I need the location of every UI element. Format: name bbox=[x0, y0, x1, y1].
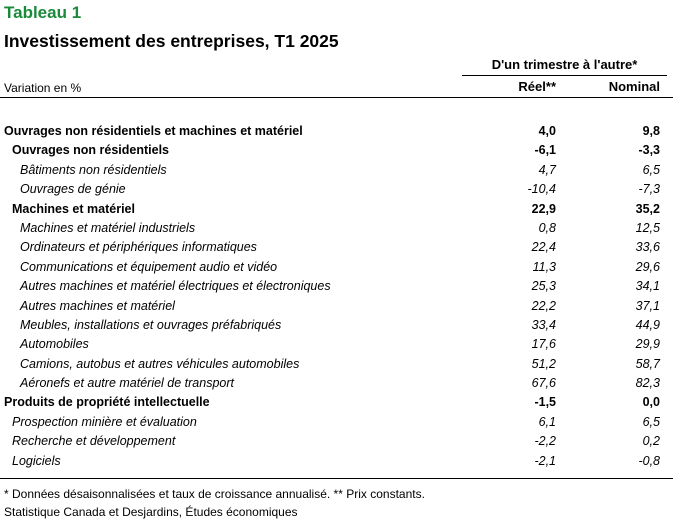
table-title: Investissement des entreprises, T1 2025 bbox=[4, 31, 339, 51]
table-row: Machines et matériel industriels 0,8 12,… bbox=[0, 219, 673, 238]
value-real: -2,2 bbox=[534, 434, 556, 449]
value-real: 51,2 bbox=[531, 356, 556, 371]
column-group-rule bbox=[462, 75, 667, 76]
table-row: Bâtiments non résidentiels 4,7 6,5 bbox=[0, 161, 673, 180]
table-row: Prospection minière et évaluation 6,1 6,… bbox=[0, 413, 673, 432]
header-rule bbox=[0, 97, 673, 98]
table-label: Tableau 1 bbox=[4, 3, 82, 22]
row-label: Meubles, installations et ouvrages préfa… bbox=[20, 317, 282, 332]
value-real: 22,2 bbox=[531, 298, 556, 313]
row-label: Logiciels bbox=[12, 453, 61, 468]
column-header-real: Réel** bbox=[518, 79, 556, 94]
row-label: Ouvrages de génie bbox=[20, 182, 126, 197]
value-real: 67,6 bbox=[531, 376, 556, 391]
footer-rule bbox=[0, 478, 673, 479]
value-real: 6,1 bbox=[538, 414, 556, 429]
row-label: Camions, autobus et autres véhicules aut… bbox=[20, 356, 300, 371]
row-label: Autres machines et matériel électriques … bbox=[20, 279, 331, 294]
value-nominal: 34,1 bbox=[635, 279, 660, 294]
value-real: 0,8 bbox=[538, 220, 556, 235]
row-label: Autres machines et matériel bbox=[20, 298, 175, 313]
value-nominal: 6,5 bbox=[642, 414, 660, 429]
table-row: Recherche et développement -2,2 0,2 bbox=[0, 432, 673, 451]
table-row: Communications et équipement audio et vi… bbox=[0, 258, 673, 277]
table-row: Produits de propriété intellectuelle -1,… bbox=[0, 393, 673, 412]
column-header-nominal: Nominal bbox=[608, 79, 660, 94]
source-note: Statistique Canada et Desjardins, Études… bbox=[4, 505, 298, 519]
table-row: Meubles, installations et ouvrages préfa… bbox=[0, 316, 673, 335]
table-row: Automobiles 17,6 29,9 bbox=[0, 335, 673, 354]
value-nominal: 44,9 bbox=[635, 317, 660, 332]
table-row: Autres machines et matériel électriques … bbox=[0, 277, 673, 296]
value-real: 33,4 bbox=[531, 317, 556, 332]
table-row: Ouvrages non résidentiels -6,1 -3,3 bbox=[0, 141, 673, 160]
value-nominal: 0,0 bbox=[642, 395, 660, 410]
value-nominal: -7,3 bbox=[638, 182, 660, 197]
row-label: Prospection minière et évaluation bbox=[12, 414, 197, 429]
value-real: 4,7 bbox=[538, 162, 556, 177]
table-row: Autres machines et matériel 22,2 37,1 bbox=[0, 297, 673, 316]
value-nominal: 82,3 bbox=[635, 376, 660, 391]
table-row: Logiciels -2,1 -0,8 bbox=[0, 452, 673, 471]
value-nominal: -0,8 bbox=[638, 453, 660, 468]
table-row: Aéronefs et autre matériel de transport … bbox=[0, 374, 673, 393]
unit-label: Variation en % bbox=[4, 81, 82, 95]
row-label: Ordinateurs et périphériques informatiqu… bbox=[20, 240, 257, 255]
value-nominal: 35,2 bbox=[635, 201, 660, 216]
value-real: 4,0 bbox=[538, 124, 556, 138]
footnote: * Données désaisonnalisées et taux de cr… bbox=[4, 487, 425, 501]
row-label: Aéronefs et autre matériel de transport bbox=[20, 376, 235, 391]
value-nominal: 37,1 bbox=[635, 298, 660, 313]
value-real: 11,3 bbox=[532, 259, 556, 274]
row-label: Automobiles bbox=[20, 337, 89, 352]
row-label: Produits de propriété intellectuelle bbox=[4, 395, 210, 410]
row-label: Ouvrages non résidentiels et machines et… bbox=[4, 124, 303, 138]
table-row: Ouvrages de génie -10,4 -7,3 bbox=[0, 180, 673, 199]
value-real: 25,3 bbox=[531, 279, 556, 294]
row-label: Recherche et développement bbox=[12, 434, 176, 449]
value-nominal: 29,6 bbox=[635, 259, 660, 274]
column-group-header: D'un trimestre à l'autre* bbox=[491, 57, 638, 72]
value-real: 17,6 bbox=[531, 337, 556, 352]
table-body: Ouvrages non résidentiels et machines et… bbox=[0, 122, 673, 471]
value-nominal: 33,6 bbox=[635, 240, 660, 255]
table-row: Ouvrages non résidentiels et machines et… bbox=[0, 122, 673, 141]
value-nominal: 9,8 bbox=[642, 124, 660, 138]
value-nominal: 6,5 bbox=[642, 162, 660, 177]
value-nominal: 0,2 bbox=[642, 434, 660, 449]
row-label: Bâtiments non résidentiels bbox=[20, 162, 167, 177]
value-nominal: 29,9 bbox=[635, 337, 660, 352]
value-real: 22,4 bbox=[531, 240, 556, 255]
value-real: 22,9 bbox=[531, 201, 556, 216]
row-label: Communications et équipement audio et vi… bbox=[20, 259, 278, 274]
row-label: Machines et matériel industriels bbox=[20, 220, 196, 235]
value-real: -2,1 bbox=[534, 453, 556, 468]
value-real: -1,5 bbox=[534, 395, 556, 410]
table-row: Camions, autobus et autres véhicules aut… bbox=[0, 355, 673, 374]
value-nominal: 58,7 bbox=[635, 356, 660, 371]
table-row: Machines et matériel 22,9 35,2 bbox=[0, 200, 673, 219]
value-real: -10,4 bbox=[527, 182, 557, 197]
row-label: Ouvrages non résidentiels bbox=[12, 143, 169, 158]
value-nominal: 12,5 bbox=[635, 220, 660, 235]
row-label: Machines et matériel bbox=[12, 201, 135, 216]
table-row: Ordinateurs et périphériques informatiqu… bbox=[0, 238, 673, 257]
value-nominal: -3,3 bbox=[638, 143, 660, 158]
value-real: -6,1 bbox=[534, 143, 556, 158]
